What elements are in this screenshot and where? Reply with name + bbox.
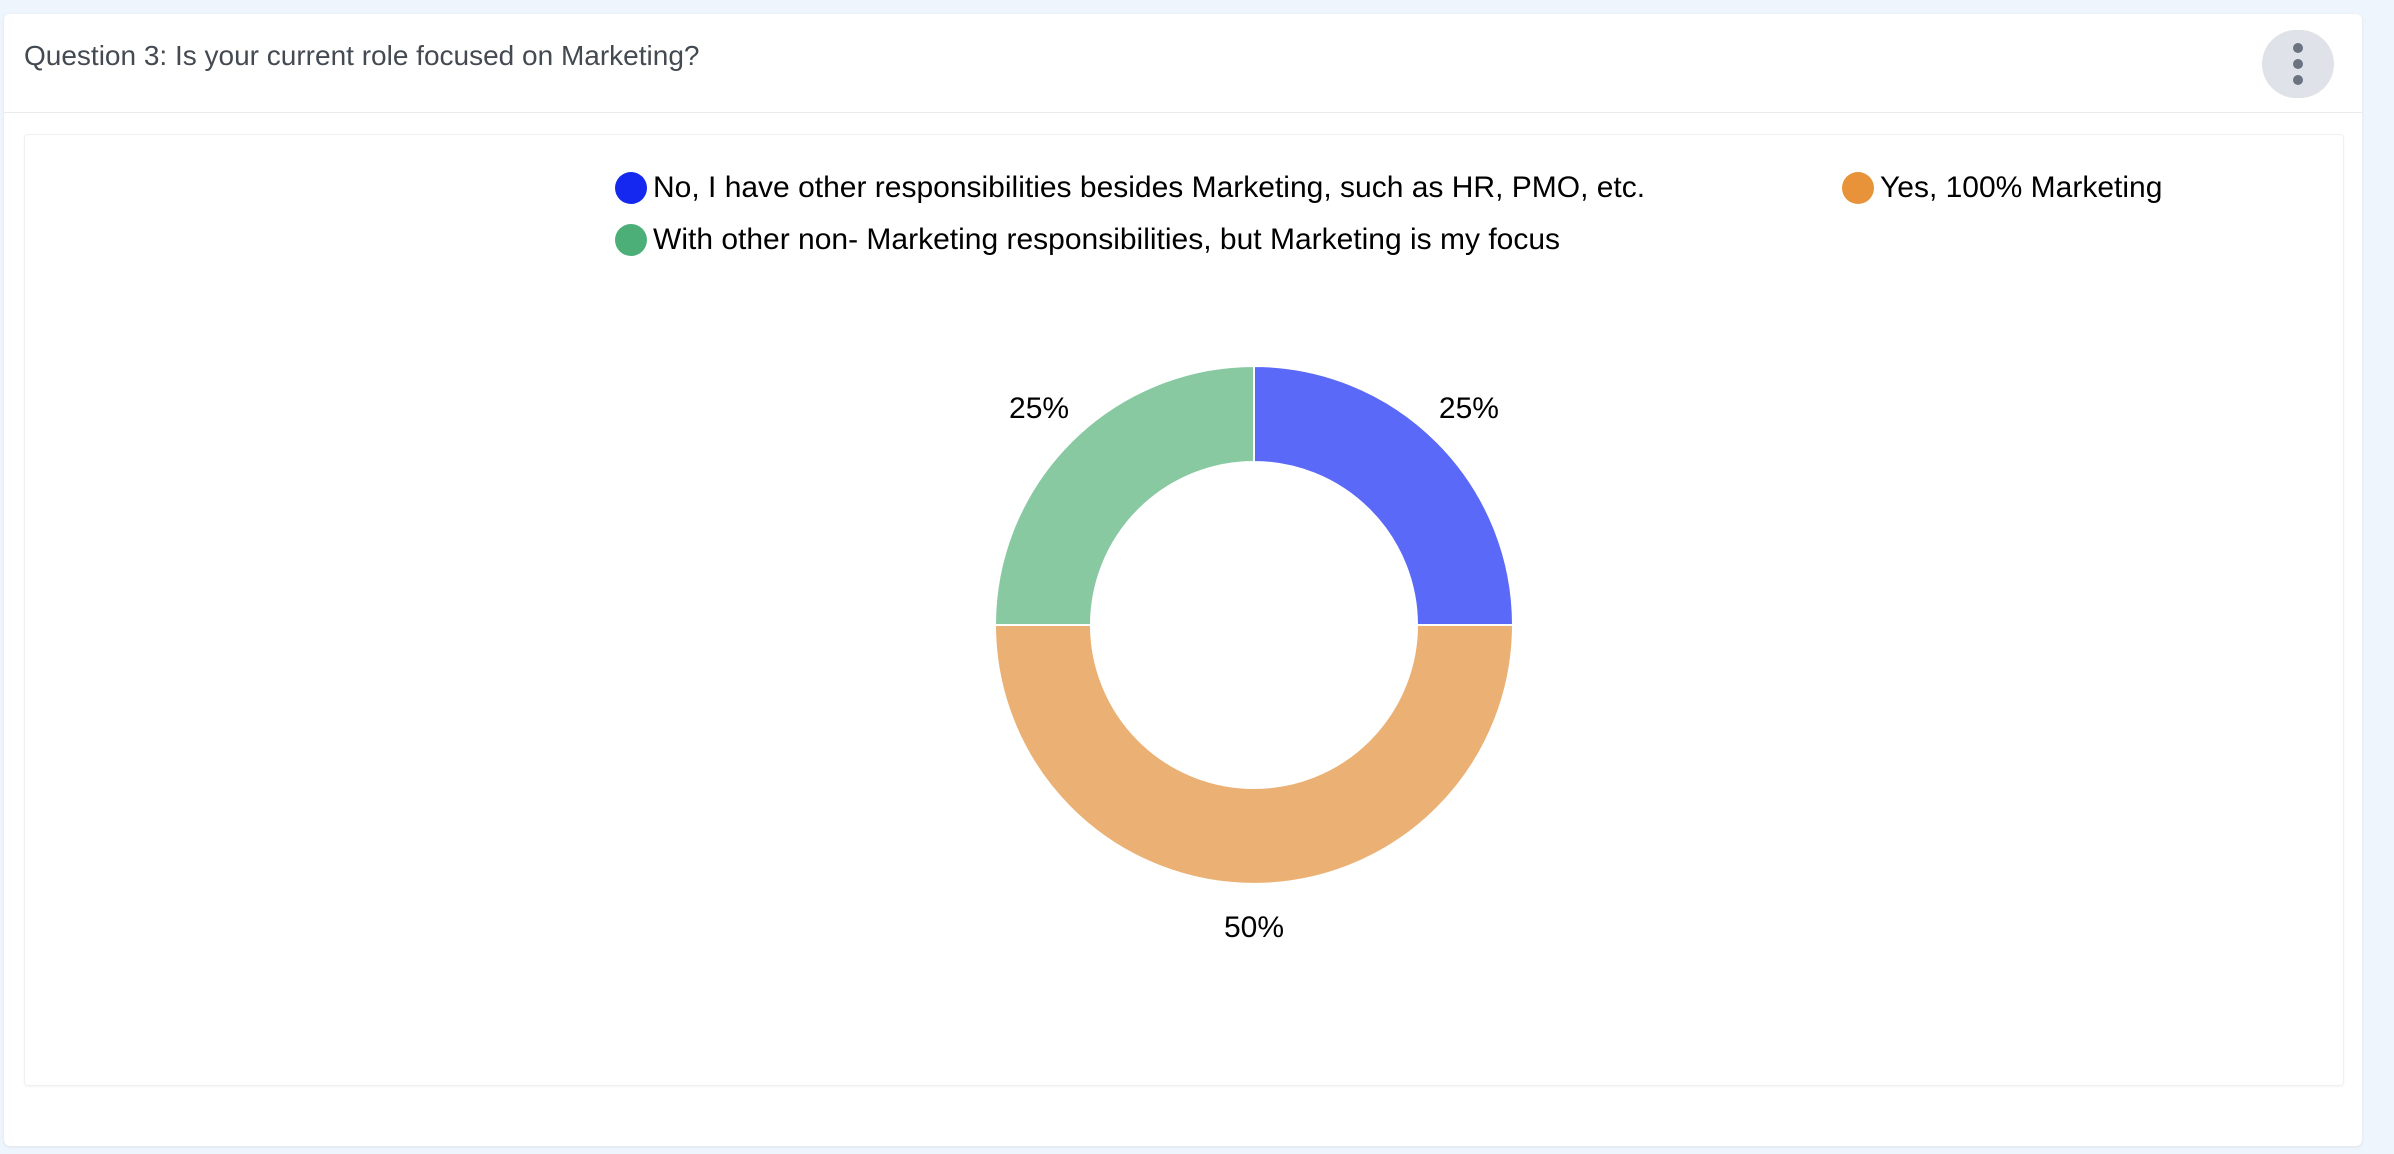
data-label-yes: 50% (1224, 911, 1284, 944)
question-title: Question 3: Is your current role focused… (24, 40, 699, 72)
more-options-button[interactable] (2262, 30, 2334, 98)
data-label-no: 25% (1439, 392, 1499, 425)
chart-panel: No, I have other responsibilities beside… (24, 134, 2344, 1086)
donut-slice-yes[interactable] (995, 625, 1513, 884)
donut-chart: 25% 50% 25% (25, 135, 2343, 1085)
card-header: Question 3: Is your current role focused… (4, 14, 2362, 113)
question-card: Question 3: Is your current role focused… (4, 14, 2362, 1146)
data-label-focus: 25% (1009, 392, 1069, 425)
